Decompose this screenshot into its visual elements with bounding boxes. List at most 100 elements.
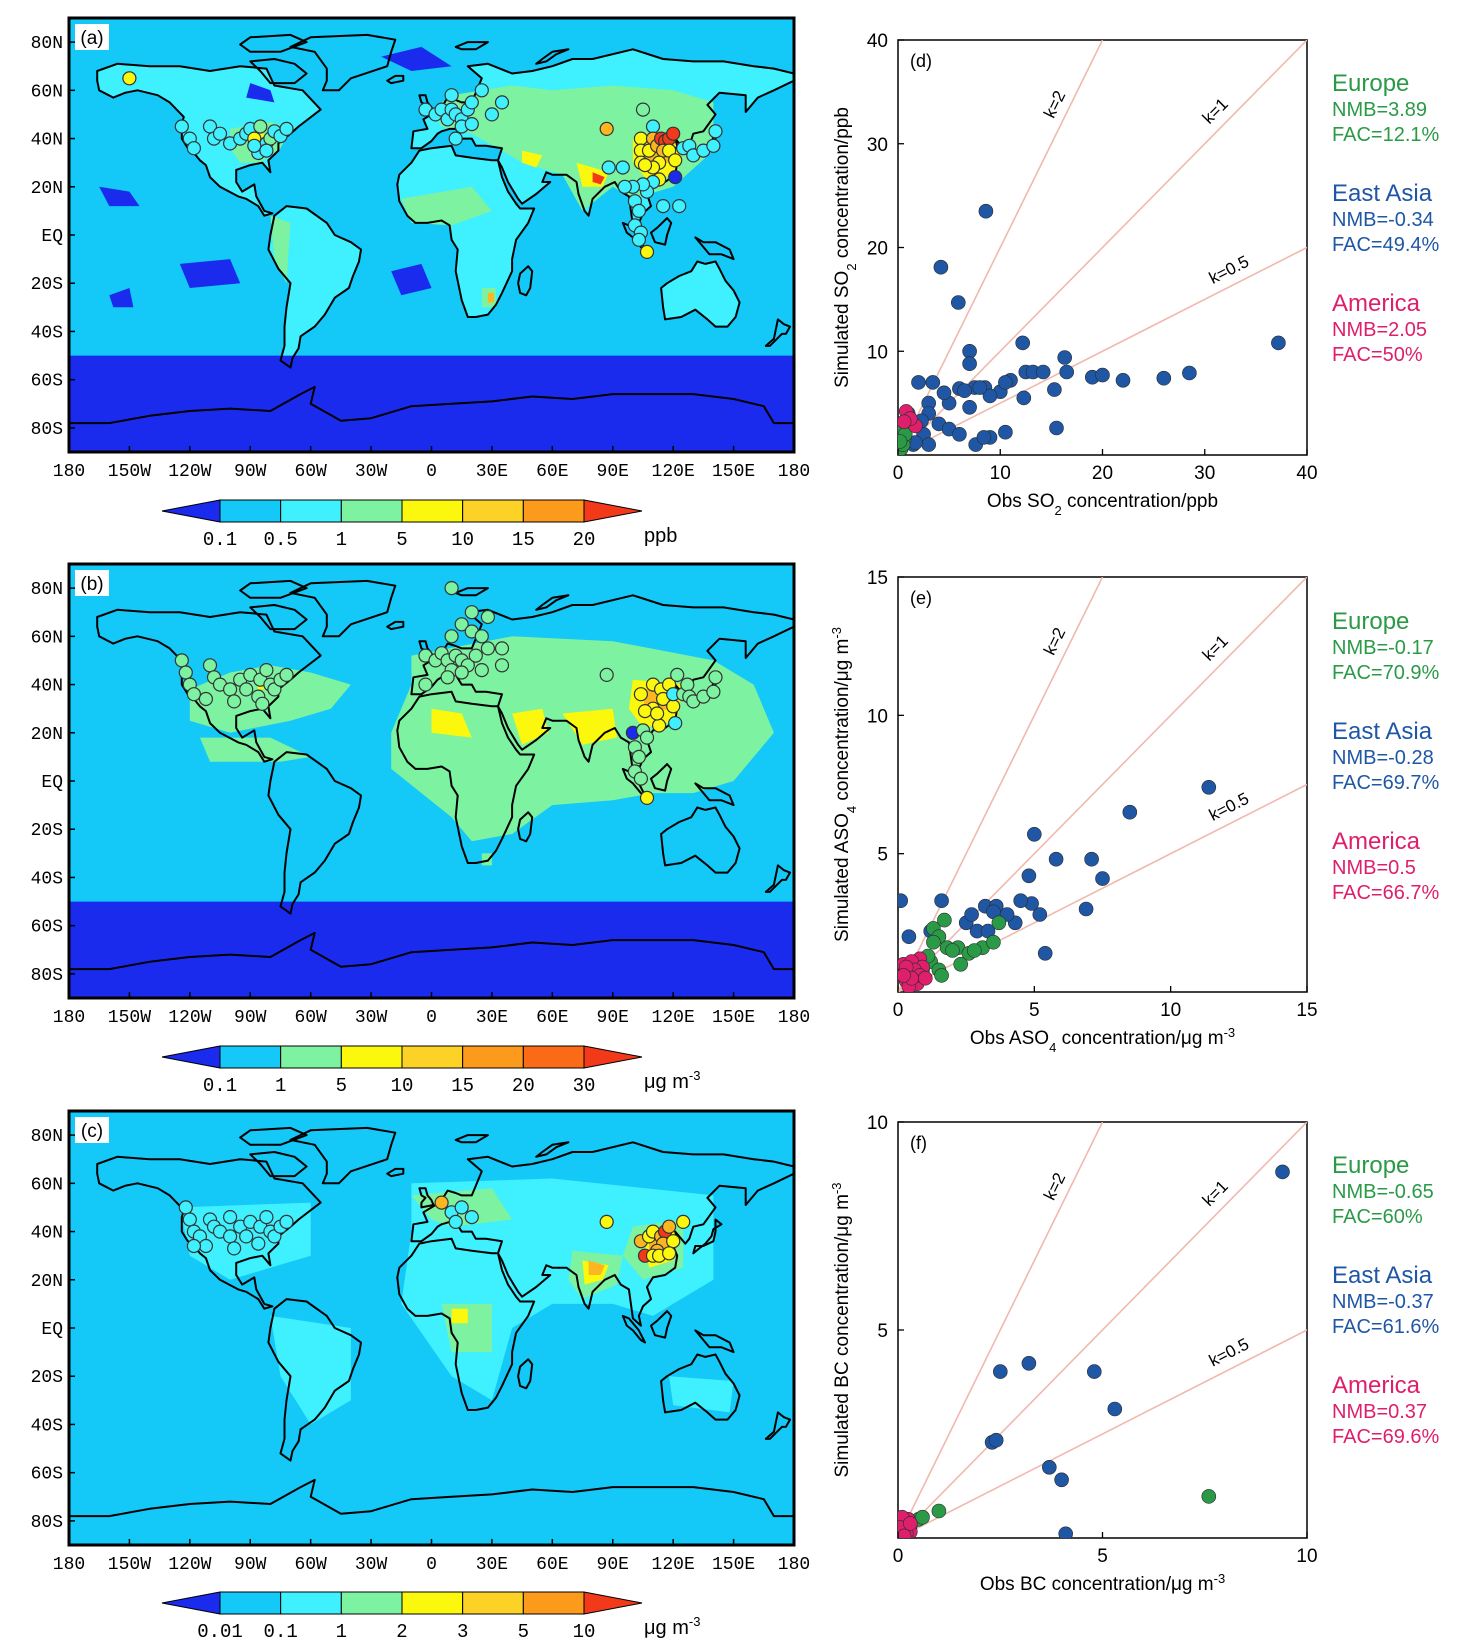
x-tick-label: 0 bbox=[893, 1000, 904, 1021]
station-marker bbox=[639, 244, 655, 259]
concentration-region bbox=[109, 288, 134, 308]
coastline-uk bbox=[418, 1187, 435, 1209]
coastline-novaya bbox=[535, 48, 570, 65]
lon-tick-label: 90E bbox=[597, 1008, 629, 1028]
data-point-europe bbox=[931, 1503, 947, 1519]
lon-tick-label: 30E bbox=[476, 1008, 508, 1028]
station-marker bbox=[484, 107, 499, 122]
coastline-madagascar bbox=[517, 1358, 534, 1390]
concentration-region bbox=[487, 292, 494, 303]
stat-nmb: NMB=0.5 bbox=[1332, 857, 1416, 879]
panel-label: (e) bbox=[910, 588, 932, 608]
coastline-borneo bbox=[650, 217, 673, 246]
stats-panel-d: Europe NMB=3.89 FAC=12.1% East Asia NMB=… bbox=[1332, 70, 1439, 368]
panel-label: (a) bbox=[80, 28, 103, 49]
data-point-america bbox=[917, 970, 933, 986]
coastline-newZealand bbox=[764, 1411, 791, 1440]
y-axis-label: Simulated BC concentration/μg m-3 bbox=[829, 1183, 854, 1478]
coastline-northAmerica bbox=[96, 62, 322, 217]
colorbar-level-label: 2 bbox=[396, 1621, 407, 1643]
concentration-region bbox=[69, 901, 794, 998]
station-marker bbox=[666, 126, 681, 141]
data-point-east-asia bbox=[1057, 350, 1072, 365]
lat-tick-label: 20S bbox=[31, 275, 63, 295]
station-marker bbox=[202, 658, 218, 673]
y-axis-label: Simulated SO2 concentration/ppb bbox=[832, 107, 859, 388]
data-point-east-asia bbox=[1182, 365, 1197, 381]
station-marker bbox=[635, 102, 651, 117]
data-point-east-asia bbox=[1095, 367, 1110, 383]
data-point-east-asia bbox=[901, 929, 917, 945]
lon-tick-label: 180 bbox=[778, 462, 810, 482]
stats-panel-e: Europe NMB=-0.17 FAC=70.9% East Asia NMB… bbox=[1332, 608, 1439, 906]
coastline-africa bbox=[396, 144, 536, 318]
scatter-panel-f: k=2 k=1k=0.5 0 5 10 5 10 (f) Obs BC concentratio… bbox=[829, 1113, 1318, 1595]
lat-tick-label: EQ bbox=[41, 773, 63, 793]
lon-tick-label: 60E bbox=[536, 1555, 568, 1575]
station-marker bbox=[706, 138, 721, 153]
data-point-europe bbox=[945, 943, 960, 958]
coastline-newZealand bbox=[764, 864, 791, 893]
xlabel-main: Obs SO bbox=[987, 491, 1055, 512]
station-marker bbox=[599, 1214, 614, 1230]
lat-tick-label: 40S bbox=[31, 323, 63, 343]
x-tick-label: 10 bbox=[1160, 1000, 1181, 1021]
concentration-region bbox=[268, 752, 361, 914]
station-marker bbox=[448, 131, 463, 146]
station-marker bbox=[279, 667, 294, 683]
station-marker bbox=[639, 790, 655, 806]
station-marker bbox=[651, 718, 667, 733]
coastline-madagascar bbox=[517, 811, 534, 843]
station-marker bbox=[464, 1209, 479, 1225]
lat-tick-label: 20N bbox=[31, 725, 63, 745]
coastline-japan bbox=[692, 1218, 723, 1255]
y-tick-label: 40 bbox=[867, 31, 888, 52]
lon-tick-label: 150E bbox=[712, 462, 755, 482]
coastline-australia bbox=[660, 260, 741, 328]
stat-fac: FAC=50% bbox=[1332, 344, 1423, 366]
lat-tick-label: EQ bbox=[41, 227, 63, 247]
panel-label: (b) bbox=[80, 574, 103, 595]
region-name: America bbox=[1332, 828, 1421, 855]
station-marker bbox=[615, 160, 630, 175]
data-point-east-asia bbox=[1037, 945, 1053, 961]
region-name: America bbox=[1332, 290, 1421, 317]
concentration-region bbox=[588, 1260, 605, 1275]
data-point-east-asia bbox=[1016, 390, 1032, 406]
lon-tick-label: 120E bbox=[652, 462, 695, 482]
coastline-newZealand bbox=[764, 318, 791, 347]
colorbar-level-label: 0.5 bbox=[264, 529, 298, 551]
colorbar-level-label: 10 bbox=[391, 1075, 414, 1097]
station-marker bbox=[454, 665, 469, 680]
station-marker bbox=[434, 1195, 449, 1210]
panel-label: (f) bbox=[910, 1133, 927, 1153]
colorbar-level-label: 20 bbox=[512, 1075, 535, 1097]
station-marker bbox=[668, 153, 683, 168]
data-point-europe bbox=[991, 915, 1007, 931]
x-axis-label: Obs SO2 concentration/ppb bbox=[987, 491, 1218, 518]
ylabel-main: Simulated BC concentration/μg m bbox=[832, 1194, 853, 1477]
region-name: East Asia bbox=[1332, 1262, 1433, 1289]
stat-nmb: NMB=-0.65 bbox=[1332, 1181, 1434, 1203]
concentration-region bbox=[189, 665, 351, 733]
colorbar-segment bbox=[280, 1591, 342, 1615]
concentration-region bbox=[669, 1376, 734, 1413]
lat-tick-label: 60S bbox=[31, 1465, 63, 1485]
panel-label: (c) bbox=[81, 1121, 103, 1142]
x-tick-label: 30 bbox=[1194, 463, 1215, 484]
concentration-region bbox=[179, 259, 241, 288]
lat-tick-label: 80S bbox=[31, 420, 63, 440]
coastline-sumatra bbox=[621, 1314, 646, 1344]
colorbar-segment bbox=[401, 499, 464, 523]
concentration-region bbox=[592, 172, 605, 185]
stat-fac: FAC=69.6% bbox=[1332, 1426, 1440, 1448]
data-point-east-asia bbox=[1015, 335, 1031, 351]
x-tick-label: 40 bbox=[1296, 463, 1317, 484]
data-point-east-asia bbox=[1084, 851, 1099, 867]
coastline-ellesmere bbox=[239, 579, 308, 599]
coastline-greenland bbox=[289, 33, 397, 92]
stat-nmb: NMB=2.05 bbox=[1332, 319, 1428, 341]
station-marker bbox=[259, 143, 274, 158]
coastline-borneo bbox=[650, 763, 673, 792]
